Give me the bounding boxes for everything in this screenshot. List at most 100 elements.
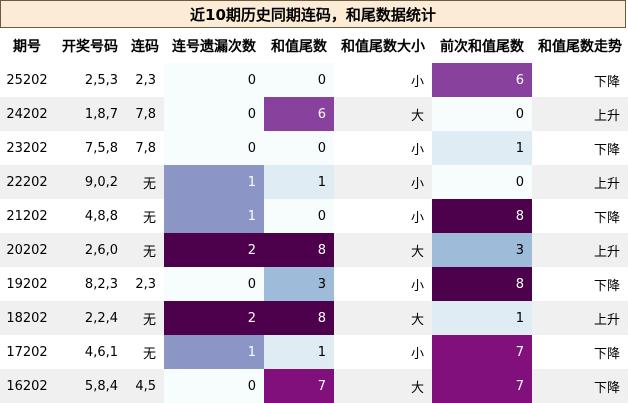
cell-numbers: 2,2,4: [54, 301, 126, 335]
header-row: 期号 开奖号码 连码 连号遗漏次数 和值尾数 和值尾数大小 前次和值尾数 和值尾…: [0, 29, 628, 63]
table-row: 19202 8,2,3 2,3 0 3 小 8 下降: [0, 267, 628, 301]
cell-trend: 下降: [593, 74, 620, 90]
cell-issue: 18202: [0, 301, 54, 335]
cell-miss: 1: [164, 199, 264, 233]
table-row: 23202 7,5,8 7,8 0 0 小 1 下降: [0, 131, 628, 165]
cell-issue: 20202: [0, 233, 54, 267]
cell-sum-tail: 8: [264, 301, 334, 335]
cell-numbers: 9,0,2: [54, 165, 126, 199]
table-row: 17202 4,6,1 无 1 1 小 7 下降: [0, 335, 628, 369]
cell-sum-tail: 0: [264, 199, 334, 233]
cell-prev-tail: 7: [432, 335, 532, 369]
cell-issue: 21202: [6, 208, 48, 224]
cell-miss: 1: [164, 165, 264, 199]
cell-size: 大: [334, 369, 432, 403]
header-issue: 期号: [13, 39, 41, 55]
cell-miss: 0: [164, 63, 264, 97]
cell-consecutive: 无: [142, 346, 156, 362]
cell-size: 小: [334, 165, 432, 199]
cell-sum-tail: 6: [264, 97, 334, 131]
cell-issue: 22202: [0, 165, 54, 199]
cell-prev-tail: 1: [432, 131, 532, 165]
cell-issue: 19202: [6, 276, 48, 292]
cell-miss: 0: [164, 267, 264, 301]
table-row: 25202 2,5,3 2,3 0 0 小 6 下降: [0, 63, 628, 97]
cell-consecutive: 无: [126, 301, 164, 335]
cell-consecutive: 4,5: [126, 369, 164, 403]
header-sum-tail: 和值尾数: [271, 39, 327, 55]
cell-miss: 0: [164, 97, 264, 131]
cell-prev-tail: 8: [432, 199, 532, 233]
cell-size: 大: [334, 301, 432, 335]
cell-consecutive: 2,3: [135, 276, 156, 292]
table-row: 24202 1,8,7 7,8 0 6 大 0 上升: [0, 97, 628, 131]
cell-size: 小: [410, 278, 424, 294]
stats-table: 期号 开奖号码 连码 连号遗漏次数 和值尾数 和值尾数大小 前次和值尾数 和值尾…: [0, 29, 628, 403]
header-consecutive: 连码: [131, 39, 159, 55]
cell-sum-tail: 7: [264, 369, 334, 403]
table-row: 21202 4,8,8 无 1 0 小 8 下降: [0, 199, 628, 233]
cell-trend: 下降: [532, 369, 628, 403]
cell-numbers: 5,8,4: [54, 369, 126, 403]
cell-numbers: 7,5,8: [84, 140, 118, 156]
cell-miss: 1: [164, 335, 264, 369]
header-prev-tail: 前次和值尾数: [440, 39, 524, 55]
cell-size: 小: [410, 210, 424, 226]
cell-size: 大: [334, 233, 432, 267]
cell-size: 小: [410, 346, 424, 362]
table-row: 20202 2,6,0 无 2 8 大 3 上升: [0, 233, 628, 267]
cell-size: 小: [410, 74, 424, 90]
cell-sum-tail: 8: [264, 233, 334, 267]
cell-prev-tail: 0: [432, 97, 532, 131]
cell-size: 小: [410, 142, 424, 158]
cell-issue: 23202: [6, 140, 48, 156]
cell-sum-tail: 3: [264, 267, 334, 301]
cell-sum-tail: 1: [264, 165, 334, 199]
header-size: 和值尾数大小: [341, 39, 425, 55]
cell-prev-tail: 8: [432, 267, 532, 301]
cell-consecutive: 7,8: [135, 140, 156, 156]
cell-trend: 下降: [593, 278, 620, 294]
cell-issue: 25202: [6, 72, 48, 88]
cell-consecutive: 7,8: [126, 97, 164, 131]
cell-trend: 上升: [532, 233, 628, 267]
cell-trend: 上升: [532, 97, 628, 131]
cell-numbers: 2,6,0: [54, 233, 126, 267]
cell-miss: 0: [164, 131, 264, 165]
cell-sum-tail: 0: [264, 63, 334, 97]
cell-numbers: 1,8,7: [54, 97, 126, 131]
cell-size: 大: [334, 97, 432, 131]
table-row: 16202 5,8,4 4,5 0 7 大 7 下降: [0, 369, 628, 403]
header-trend: 和值尾数走势: [538, 39, 622, 55]
cell-prev-tail: 3: [432, 233, 532, 267]
cell-miss: 2: [164, 301, 264, 335]
cell-numbers: 4,8,8: [84, 208, 118, 224]
cell-issue: 17202: [6, 344, 48, 360]
cell-prev-tail: 7: [432, 369, 532, 403]
cell-prev-tail: 1: [432, 301, 532, 335]
table-row: 18202 2,2,4 无 2 8 大 1 上升: [0, 301, 628, 335]
cell-trend: 下降: [593, 210, 620, 226]
cell-trend: 下降: [593, 346, 620, 362]
cell-numbers: 2,5,3: [84, 72, 118, 88]
cell-sum-tail: 1: [264, 335, 334, 369]
table-row: 22202 9,0,2 无 1 1 小 0 上升: [0, 165, 628, 199]
cell-consecutive: 无: [142, 210, 156, 226]
cell-miss: 2: [164, 233, 264, 267]
cell-consecutive: 无: [126, 233, 164, 267]
cell-sum-tail: 0: [264, 131, 334, 165]
cell-numbers: 8,2,3: [84, 276, 118, 292]
cell-trend: 上升: [532, 165, 628, 199]
header-numbers: 开奖号码: [62, 39, 118, 55]
cell-prev-tail: 6: [432, 63, 532, 97]
cell-trend: 下降: [593, 142, 620, 158]
cell-numbers: 4,6,1: [84, 344, 118, 360]
cell-prev-tail: 0: [432, 165, 532, 199]
cell-miss: 0: [164, 369, 264, 403]
cell-issue: 24202: [0, 97, 54, 131]
cell-trend: 上升: [532, 301, 628, 335]
table-title: 近10期历史同期连码，和尾数据统计: [0, 0, 626, 28]
cell-consecutive: 2,3: [135, 72, 156, 88]
header-miss: 连号遗漏次数: [172, 39, 256, 55]
